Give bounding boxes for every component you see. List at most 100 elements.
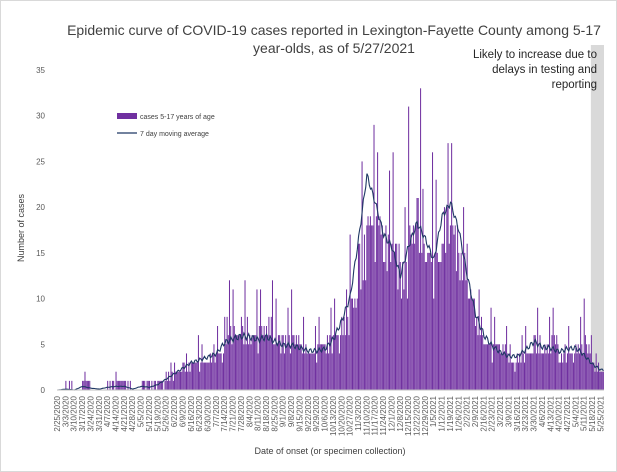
case-bar	[480, 316, 482, 390]
case-bar	[441, 243, 443, 390]
case-bar	[522, 353, 524, 390]
case-bar	[452, 225, 454, 390]
case-bar	[546, 344, 548, 390]
case-bar	[551, 335, 553, 390]
case-bar	[492, 344, 494, 390]
case-bar	[165, 371, 167, 390]
case-bar	[123, 380, 125, 390]
case-bar	[495, 344, 497, 390]
case-bar	[342, 335, 344, 390]
x-tick-label: 4/28/2020	[128, 395, 137, 431]
case-bar	[322, 344, 324, 390]
case-bar	[268, 316, 270, 390]
x-axis-ticks: 2/25/2020 3/3/2020 3/10/2020 3/17/2020 3/24/…	[53, 395, 605, 436]
case-bar	[458, 252, 460, 390]
case-bar	[176, 371, 178, 390]
case-bar	[484, 344, 486, 390]
case-bar	[264, 335, 266, 390]
case-bar	[467, 298, 469, 390]
case-bar	[199, 371, 201, 390]
case-bar	[306, 353, 308, 390]
case-bar	[513, 362, 515, 390]
case-bar	[257, 353, 259, 390]
case-bar	[295, 335, 297, 390]
case-bar	[508, 362, 510, 390]
case-bar	[129, 380, 131, 390]
case-bar	[583, 298, 585, 390]
case-bar	[317, 344, 319, 390]
case-bar	[231, 344, 233, 390]
case-bar	[286, 344, 288, 390]
case-bar	[182, 362, 184, 390]
case-bar	[437, 262, 440, 390]
case-bar	[586, 344, 588, 390]
case-bar	[169, 380, 171, 390]
x-tick-label: 12/29/2020	[421, 395, 430, 436]
case-bar	[225, 344, 227, 390]
y-tick-label: 25	[36, 157, 45, 166]
x-tick-label: 6/23/2020	[195, 395, 204, 431]
case-bar	[160, 380, 162, 390]
case-bar	[211, 362, 213, 390]
case-bar	[380, 234, 382, 390]
case-bar	[283, 353, 285, 390]
case-bar	[582, 353, 584, 390]
case-bar	[594, 371, 596, 390]
case-bar	[82, 380, 84, 390]
annotation-line-3: reporting	[552, 79, 597, 91]
case-bar	[147, 380, 149, 390]
case-bar	[349, 234, 351, 390]
case-bar	[404, 207, 406, 390]
case-bar	[571, 353, 573, 390]
x-tick-label: 8/4/2020	[245, 395, 254, 427]
x-tick-label: 12/22/2020	[412, 395, 421, 436]
case-bar	[359, 243, 361, 390]
case-bar	[378, 225, 380, 390]
case-bar	[601, 371, 603, 390]
x-tick-label: 2/25/2020	[53, 395, 62, 431]
case-bar	[291, 289, 293, 390]
case-bar	[578, 353, 580, 390]
case-bar	[463, 207, 465, 390]
case-bar	[148, 380, 150, 390]
case-bar	[540, 353, 542, 390]
case-bar	[329, 335, 331, 390]
case-bar	[177, 371, 179, 390]
case-bar	[221, 362, 223, 390]
case-bar	[341, 316, 343, 390]
case-bar	[528, 353, 530, 390]
case-bar	[166, 380, 168, 390]
case-bar	[461, 280, 463, 390]
case-bar	[215, 353, 217, 390]
case-bar	[512, 362, 514, 390]
case-bar	[406, 298, 408, 390]
case-bar	[386, 271, 388, 390]
case-bar	[411, 243, 413, 390]
case-bar	[570, 353, 572, 390]
x-tick-label: 4/14/2020	[112, 395, 121, 431]
x-tick-label: 5/11/2021	[580, 395, 589, 431]
x-tick-label: 4/6/2021	[538, 395, 547, 427]
case-bar	[476, 316, 478, 390]
x-tick-label: 10/6/2020	[321, 395, 330, 431]
case-bar	[71, 380, 73, 390]
case-bar	[485, 344, 487, 390]
case-bar	[180, 371, 182, 390]
case-bar	[237, 335, 239, 390]
case-bar	[373, 124, 375, 391]
x-tick-label: 3/17/2020	[78, 395, 87, 431]
case-bar	[195, 362, 197, 390]
case-bar	[116, 380, 118, 390]
case-bar	[602, 371, 604, 390]
case-bar	[500, 353, 502, 390]
case-bar	[113, 380, 115, 390]
case-bar	[408, 106, 410, 390]
case-bar	[178, 371, 180, 390]
case-bar	[227, 335, 229, 390]
case-bar	[310, 353, 312, 390]
case-bar	[320, 344, 322, 390]
case-bar	[460, 252, 462, 390]
x-tick-label: 11/17/2020	[371, 395, 380, 435]
case-bar	[446, 207, 448, 390]
